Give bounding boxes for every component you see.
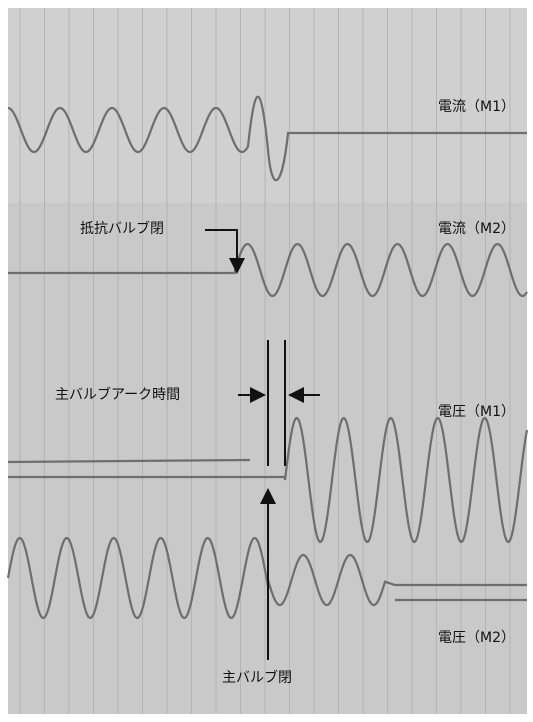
label: 抵抗バルブ閉 — [80, 220, 164, 237]
label: 主バルブアーク時間 — [55, 386, 180, 403]
label: 主バルブ閉 — [222, 669, 292, 686]
label: 電流（M2） — [438, 221, 515, 237]
label: 電圧（M2） — [438, 630, 515, 646]
oscillogram: 電流（M1） 電流（M2） 抵抗バルブ閉 主バルブアーク時間 電圧（M1） 電圧… — [0, 0, 533, 722]
label: 電流（M1） — [438, 99, 515, 115]
label: 電圧（M1） — [438, 404, 515, 420]
grid — [20, 8, 510, 714]
